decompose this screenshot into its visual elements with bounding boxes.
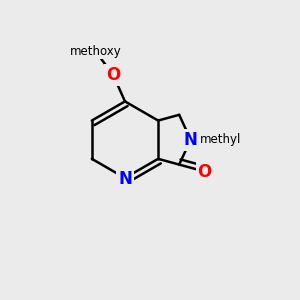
Text: N: N (184, 131, 198, 149)
Text: O: O (198, 163, 212, 181)
Text: N: N (118, 169, 132, 188)
Text: O: O (106, 66, 120, 84)
Text: methyl: methyl (200, 133, 241, 146)
Text: methoxy: methoxy (70, 45, 122, 58)
